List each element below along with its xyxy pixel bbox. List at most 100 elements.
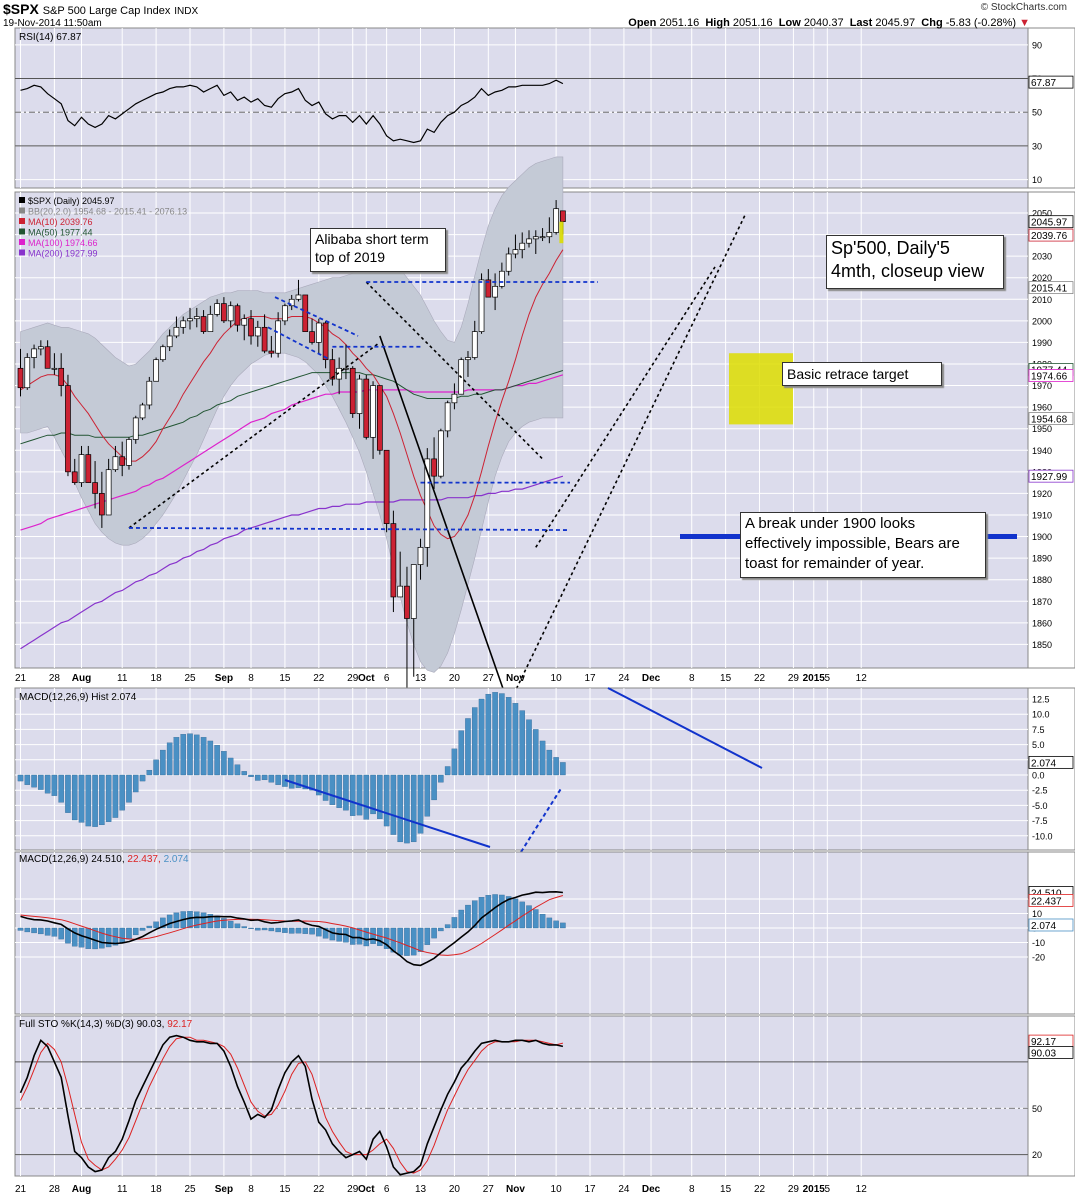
x-axis-label: 12 (856, 673, 868, 684)
price-candle (44, 346, 51, 369)
macd-hist-bar (370, 927, 376, 944)
hist-bar (65, 774, 71, 813)
x-axis-label-bottom: 8 (689, 1184, 695, 1195)
price-candle (478, 279, 485, 332)
price-candle (200, 316, 207, 332)
price-candle (444, 402, 451, 432)
hist-value-badge-box (1028, 755, 1074, 769)
price-candle (51, 367, 58, 370)
macd-hist-bar (24, 927, 31, 933)
hist-bar (316, 774, 322, 796)
price-candle (193, 316, 200, 320)
hist-bar (85, 774, 92, 827)
hist-legend: MACD(12,26,9) Hist 2.074 (19, 692, 137, 703)
price-value-badge-box (1028, 469, 1074, 483)
macd-hist-bar (288, 927, 295, 934)
x-axis-label-bottom: 12 (856, 1184, 868, 1195)
hist-tick-label: 0.0 (1032, 771, 1045, 781)
macd-hist-bar (444, 924, 451, 929)
macd-hist-bar (539, 914, 546, 929)
price-candle (254, 326, 261, 337)
macd-hist-bar (119, 927, 125, 943)
hist-bar (261, 774, 268, 781)
price-candle (92, 482, 98, 494)
macd-hist-bar (139, 927, 146, 931)
hist-bar (133, 774, 139, 793)
hist-bar (539, 740, 546, 776)
hist-bar (38, 774, 44, 790)
chart-date: 19-Nov-2014 11:50am (3, 18, 102, 29)
base-dashed-line (128, 527, 571, 531)
hist-panel-axis-bg (1027, 687, 1075, 851)
x-axis-label-bottom: 29 (788, 1184, 800, 1195)
hist-bar (44, 774, 51, 794)
hist-bar (492, 692, 498, 776)
x-axis-label: 17 (584, 673, 596, 684)
price-candle (315, 322, 322, 343)
open-value: 2051.16 (659, 17, 700, 29)
macd-hist-bar (492, 894, 498, 929)
price-candle (499, 270, 505, 287)
hist-bar (444, 766, 451, 776)
sto-value-badge: 92.17 (1031, 1037, 1056, 1048)
rsi-line (20, 79, 564, 144)
hist-bar (309, 774, 315, 791)
price-candle (160, 346, 166, 361)
price-value-badge: 1974.66 (1031, 372, 1068, 383)
hist-bar (465, 718, 471, 776)
macd-hist-bar (295, 927, 302, 934)
price-candle (560, 210, 566, 222)
price-tick-label: 1950 (1032, 424, 1052, 434)
price-candle (227, 305, 234, 322)
macd-hist-bar (194, 911, 200, 929)
x-axis-label-bottom: 17 (584, 1184, 596, 1195)
hist-bar (302, 774, 309, 790)
macd-hist-bar (71, 927, 78, 947)
macd-hist-bar (255, 927, 261, 931)
alibaba-line-1: Alibaba short term (315, 231, 429, 247)
price-candle (539, 236, 546, 239)
price-tick-label: 2050 (1032, 209, 1052, 219)
x-axis-label-bottom: 25 (184, 1184, 196, 1195)
low-value: 2040.37 (803, 17, 844, 29)
x-axis-label: 18 (151, 673, 163, 684)
hist-bar (78, 774, 85, 823)
price-value-badge-box (1028, 281, 1074, 295)
price-candle (105, 469, 112, 516)
price-candle (119, 456, 126, 466)
price-tick-label: 1970 (1032, 381, 1052, 391)
price-candle (24, 357, 31, 389)
price-panel-axis-bg (1027, 191, 1075, 669)
index-name: S&P 500 Large Cap Index (42, 5, 171, 17)
price-candle (546, 232, 553, 238)
macd-hist-bar (553, 920, 559, 929)
title-annotation: Sp'500, Daily'5 4mth, closeup view (826, 235, 1004, 289)
macd-hist-bar (31, 927, 37, 934)
macd-value-badge: 22.437 (1031, 896, 1062, 907)
macd-hist-bar (356, 927, 363, 945)
price-legend-item: $SPX (Daily) 2045.97 (28, 196, 115, 206)
macd-hist-bar (309, 927, 315, 935)
price-candle (65, 385, 71, 473)
x-axis-label: 15 (720, 673, 732, 684)
hist-bar (410, 774, 417, 843)
price-tick-label: 2030 (1032, 252, 1052, 262)
macd-hist-bar (207, 914, 214, 929)
break-line-2: effectively impossible, Bears are (745, 535, 960, 552)
price-candle (71, 471, 78, 483)
price-candle (295, 294, 302, 300)
x-axis-label: 8 (689, 673, 695, 684)
price-tick-label: 1890 (1032, 554, 1052, 564)
hist-bar (343, 774, 349, 811)
price-candle (410, 564, 417, 619)
price-tick-label: 1880 (1032, 575, 1052, 585)
sto-d-line (20, 1036, 564, 1174)
flag-channel-bottom (267, 326, 331, 361)
macd-hist-bar (92, 927, 98, 950)
hist-bar (295, 774, 302, 788)
break-line-1: A break under 1900 looks (745, 515, 916, 532)
macd-hist-bar (282, 927, 288, 933)
hist-bar (112, 774, 119, 818)
hist-value-badge: 2.074 (1031, 758, 1056, 769)
hist-bar (200, 737, 207, 776)
